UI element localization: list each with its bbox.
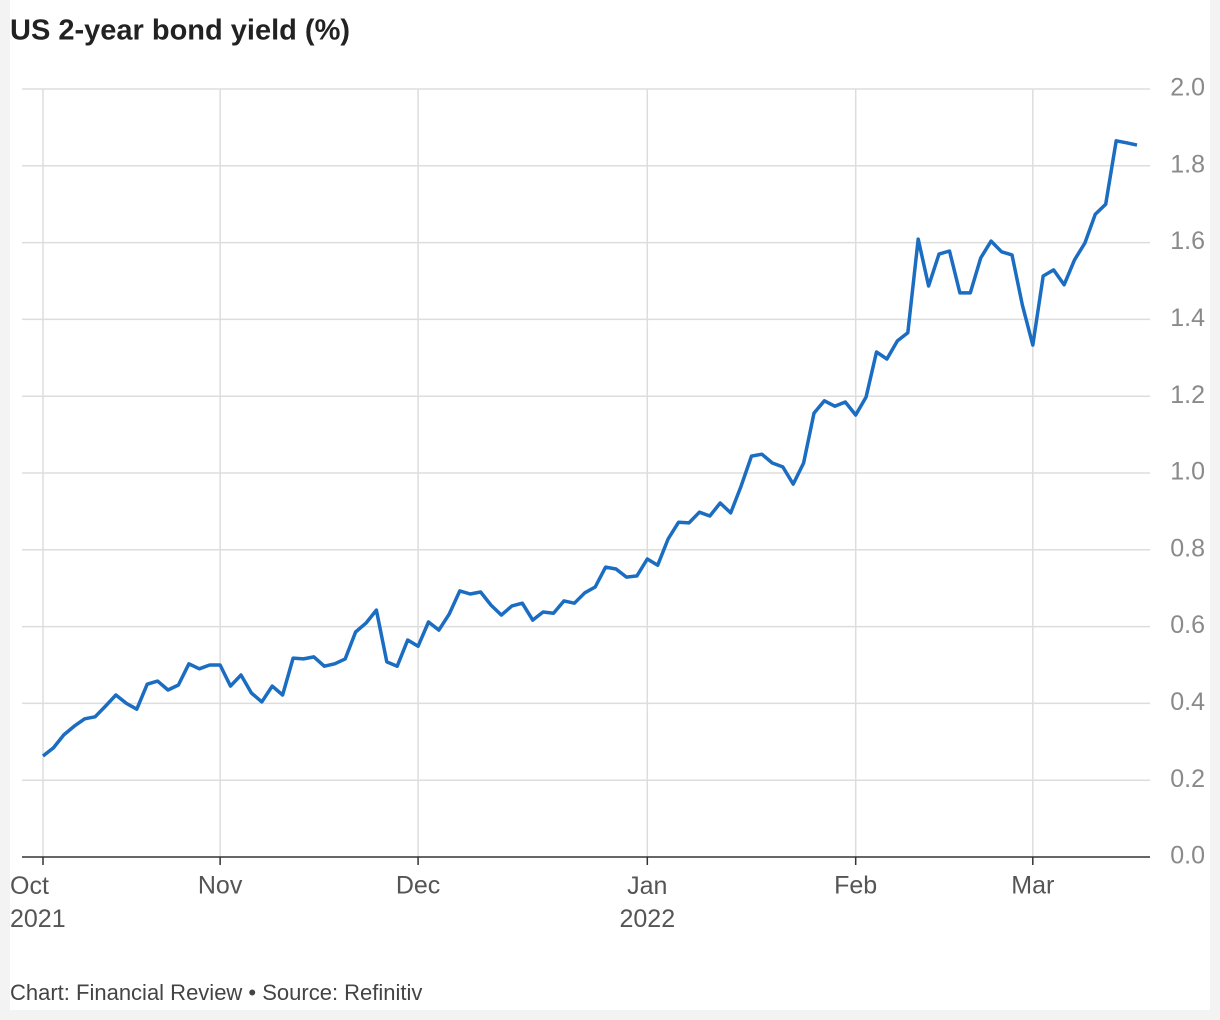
y-tick-label: 1.2 [1170,381,1205,409]
x-tick-label-line: Oct [10,872,49,900]
x-tick-label: Jan 2022 [619,872,675,933]
source-note: Chart: Financial Review • Source: Refini… [10,980,422,1005]
x-tick-label-line: Jan [627,872,667,900]
x-tick-label: Oct 2021 [10,872,66,933]
x-tick-label: Mar [1011,872,1054,900]
y-tick-label: 0.2 [1170,765,1205,793]
y-tick-label: 1.6 [1170,227,1205,255]
y-tick-label: 0.8 [1170,534,1205,562]
y-tick-label: 2.0 [1170,74,1205,102]
chart-title: US 2-year bond yield (%) [10,15,350,47]
background [10,0,1210,1010]
y-tick-label: 0.4 [1170,688,1205,716]
x-tick-label: Dec [396,872,440,900]
y-tick-label: 0.0 [1170,842,1205,870]
y-tick-label: 1.8 [1170,150,1205,178]
x-tick-label: Nov [198,872,243,900]
x-tick-label-line: 2021 [10,905,66,933]
x-tick-label-line: 2022 [619,905,675,933]
data-line [41,139,1138,758]
x-tick-label: Feb [834,872,877,900]
y-tick-label: 1.4 [1170,304,1205,332]
y-tick-label: 1.0 [1170,458,1205,486]
y-tick-label: 0.6 [1170,611,1205,639]
